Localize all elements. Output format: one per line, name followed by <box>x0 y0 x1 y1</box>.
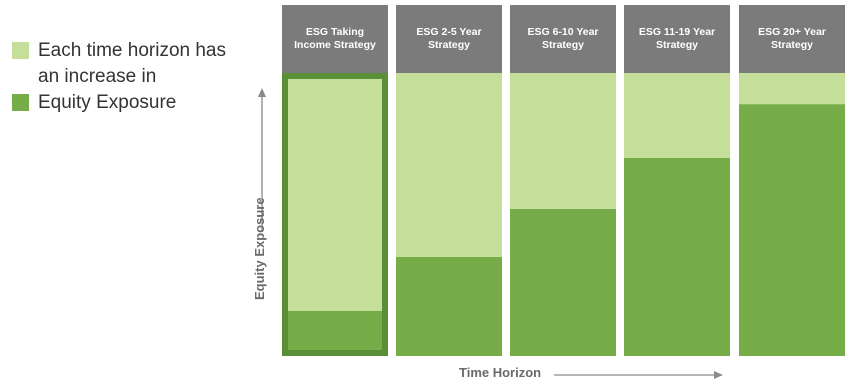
column-header-4: ESG 11-19 Year Strategy <box>624 5 730 73</box>
legend-swatch-dark <box>12 94 29 111</box>
column-header-label: ESG 6-10 Year Strategy <box>527 26 599 51</box>
bar-segment-equity-2 <box>396 256 502 356</box>
column-header-1: ESG Taking Income Strategy <box>282 5 388 73</box>
y-axis-arrowhead <box>258 88 266 97</box>
column-header-5: ESG 20+ Year Strategy <box>739 5 845 73</box>
bar-segment-equity-3 <box>510 208 616 356</box>
x-axis-arrowhead <box>714 371 723 379</box>
legend-swatch-light <box>12 42 29 59</box>
column-header-3: ESG 6-10 Year Strategy <box>510 5 616 73</box>
bar-segment-other-3 <box>510 73 616 209</box>
legend-label-dark: Equity Exposure <box>38 92 177 113</box>
column-header-label: ESG 20+ Year Strategy <box>758 26 826 51</box>
bar-segment-other-4 <box>624 73 730 158</box>
legend: Each time horizon has an increase in Equ… <box>12 38 238 116</box>
bar-segment-equity-5 <box>739 104 845 356</box>
legend-label-light: Each time horizon has an increase in <box>38 40 226 87</box>
column-header-2: ESG 2-5 Year Strategy <box>396 5 502 73</box>
legend-item-light: Each time horizon has an increase in <box>12 38 238 90</box>
bar-segment-other-1 <box>282 73 388 311</box>
highlight-border <box>282 73 388 356</box>
bar-segment-equity-4 <box>624 157 730 356</box>
bar-segment-other-5 <box>739 73 845 105</box>
x-axis-title: Time Horizon <box>459 365 542 380</box>
bar-segment-equity-1 <box>282 310 388 356</box>
column-header-label: ESG Taking Income Strategy <box>294 26 376 51</box>
column-header-label: ESG 11-19 Year Strategy <box>638 26 716 51</box>
column-header-label: ESG 2-5 Year Strategy <box>416 26 482 51</box>
legend-item-dark: Equity Exposure <box>12 90 238 116</box>
bar-segment-other-2 <box>396 73 502 257</box>
y-axis-title: Equity Exposure <box>252 197 267 300</box>
